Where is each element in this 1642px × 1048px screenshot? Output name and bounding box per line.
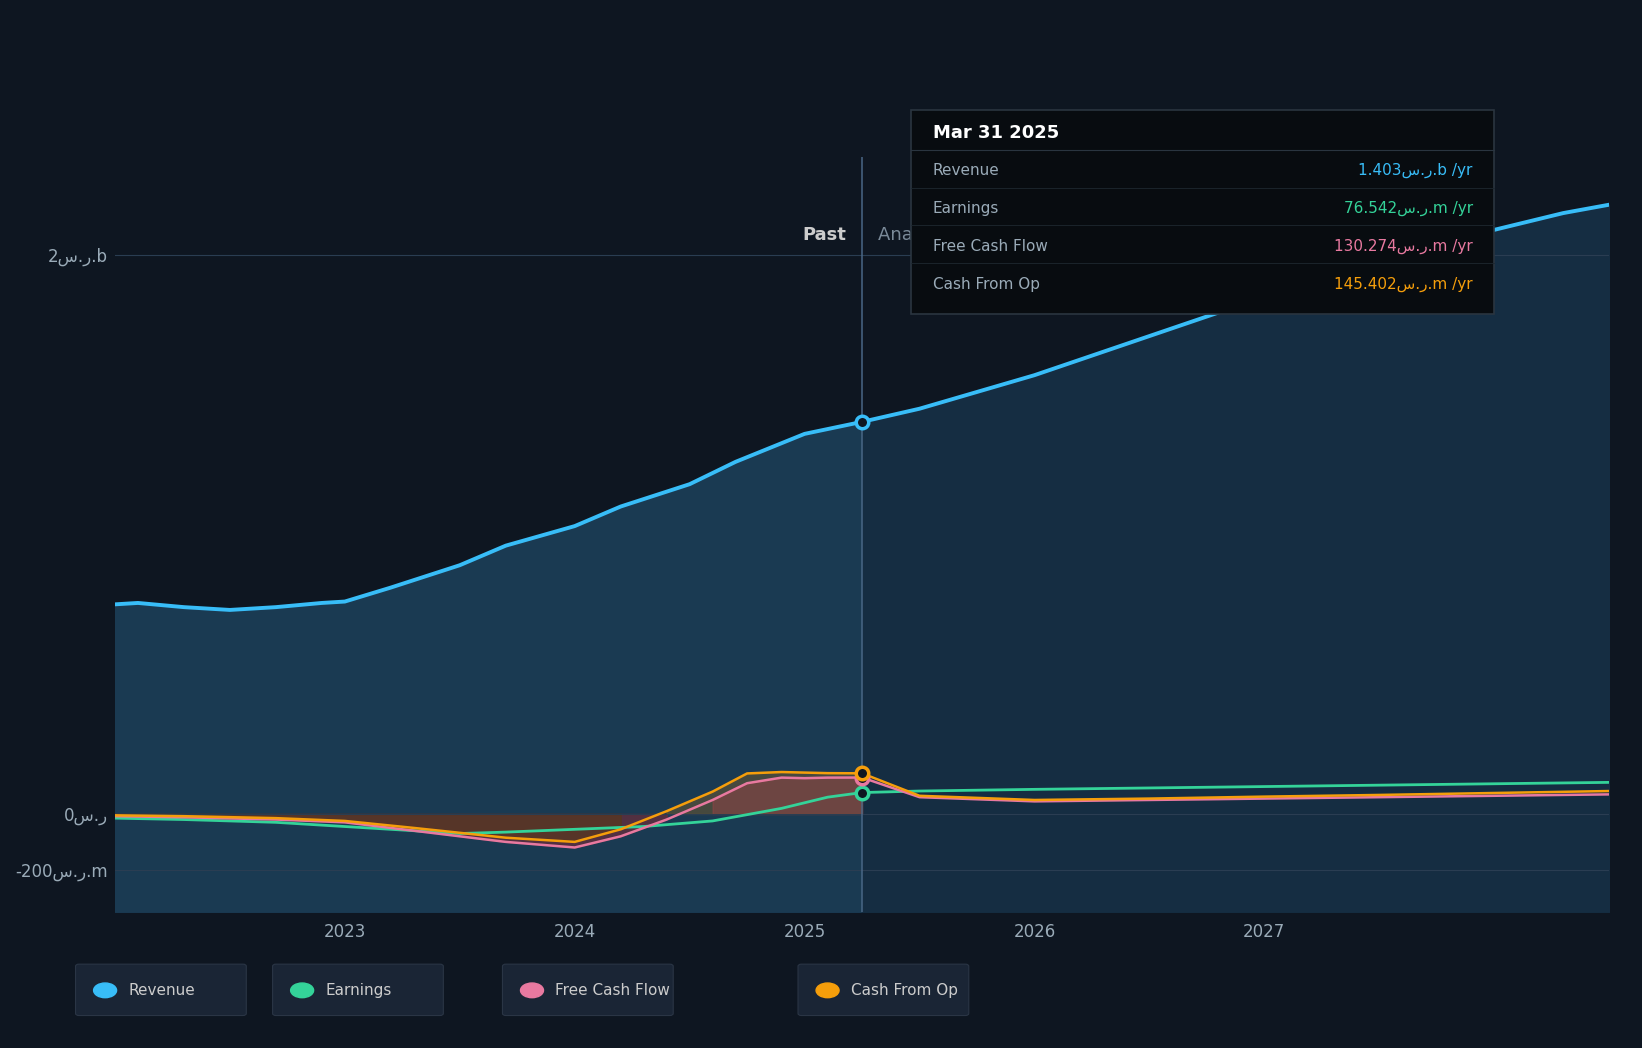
Text: Earnings: Earnings [325,983,391,998]
Text: 1.403س.ر.b /yr: 1.403س.ر.b /yr [1358,163,1473,178]
Text: Past: Past [801,226,846,244]
Text: Free Cash Flow: Free Cash Flow [555,983,670,998]
Text: Earnings: Earnings [933,201,998,216]
Text: Mar 31 2025: Mar 31 2025 [933,124,1059,143]
Text: Revenue: Revenue [128,983,195,998]
Text: 130.274س.ر.m /yr: 130.274س.ر.m /yr [1333,239,1473,254]
Text: Cash From Op: Cash From Op [851,983,957,998]
Text: Revenue: Revenue [933,163,1000,178]
Text: 145.402س.ر.m /yr: 145.402س.ر.m /yr [1335,277,1473,291]
Text: Cash From Op: Cash From Op [933,277,1039,291]
Text: Analysts Forecasts: Analysts Forecasts [878,226,1046,244]
Text: Free Cash Flow: Free Cash Flow [933,239,1048,254]
Text: 76.542س.ر.m /yr: 76.542س.ر.m /yr [1343,201,1473,216]
